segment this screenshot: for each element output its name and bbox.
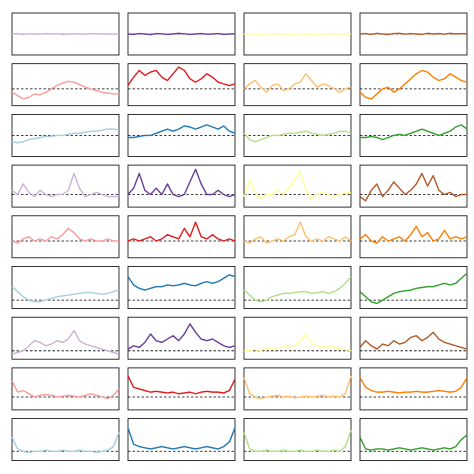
panel-frame bbox=[11, 418, 120, 462]
panel-frame bbox=[11, 367, 120, 411]
series-line bbox=[243, 375, 352, 400]
panel-frame bbox=[11, 316, 120, 360]
series-line bbox=[243, 276, 352, 303]
series-line bbox=[359, 434, 468, 451]
panel-frame bbox=[127, 63, 236, 107]
series-line bbox=[243, 221, 352, 244]
series-line bbox=[127, 274, 236, 291]
series-line bbox=[11, 80, 119, 100]
panel-frame bbox=[127, 418, 236, 462]
series-line bbox=[127, 32, 236, 36]
series-line bbox=[127, 375, 236, 395]
panel-frame bbox=[359, 418, 468, 462]
panel-frame bbox=[359, 114, 468, 157]
panel-frame bbox=[359, 367, 468, 411]
series-line bbox=[359, 32, 468, 36]
panel-frame bbox=[359, 63, 468, 107]
series-line bbox=[127, 221, 236, 242]
series-line bbox=[11, 172, 119, 198]
panel-frame bbox=[243, 367, 352, 411]
series-line bbox=[127, 168, 236, 198]
panel-frame bbox=[243, 114, 352, 157]
panel-frame bbox=[359, 266, 468, 309]
series-line bbox=[11, 128, 120, 144]
panel-frame bbox=[243, 418, 352, 462]
series-line bbox=[359, 69, 468, 100]
panel-frame bbox=[243, 164, 352, 208]
panel-frame bbox=[243, 316, 352, 360]
series-line bbox=[11, 380, 120, 400]
series-line bbox=[243, 430, 352, 452]
panel-frame bbox=[11, 164, 120, 208]
series-line bbox=[359, 272, 468, 305]
series-line bbox=[11, 329, 120, 355]
series-line bbox=[11, 227, 119, 244]
panel-frame bbox=[359, 164, 468, 208]
series-line bbox=[127, 66, 236, 87]
series-line bbox=[359, 225, 468, 244]
series-line bbox=[127, 323, 236, 350]
series-line bbox=[11, 32, 120, 36]
panel-frame bbox=[127, 164, 236, 208]
panel-frame bbox=[11, 63, 120, 107]
panel-frame bbox=[243, 63, 352, 107]
panel-frame bbox=[127, 367, 236, 411]
series-line bbox=[11, 286, 120, 303]
panel-frame bbox=[127, 215, 236, 259]
panel-frame bbox=[359, 215, 468, 259]
series-line bbox=[127, 427, 236, 450]
series-line bbox=[243, 170, 351, 200]
series-line bbox=[359, 331, 468, 350]
series-line bbox=[360, 124, 468, 141]
series-line bbox=[244, 333, 352, 352]
panel-frame bbox=[359, 316, 468, 360]
series-line bbox=[359, 172, 467, 202]
series-line bbox=[243, 130, 352, 143]
panel-frame bbox=[11, 266, 120, 309]
series-line bbox=[11, 432, 120, 454]
series-line bbox=[128, 124, 236, 139]
panel-frame bbox=[127, 266, 236, 309]
series-line bbox=[243, 73, 352, 93]
series-line bbox=[359, 377, 468, 394]
panel-frame bbox=[243, 215, 352, 259]
